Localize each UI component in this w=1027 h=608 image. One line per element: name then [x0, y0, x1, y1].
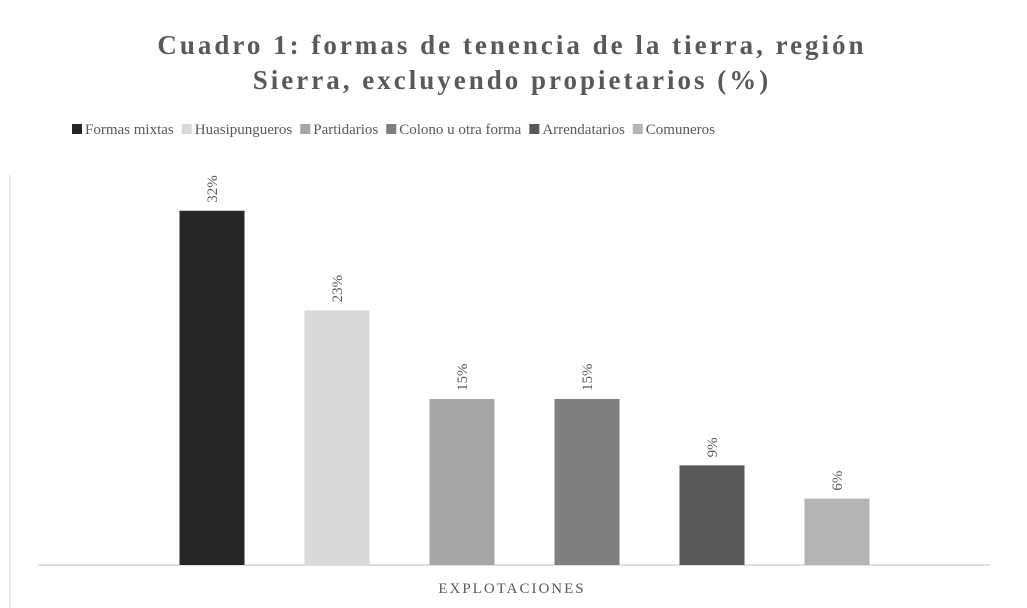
bar — [304, 310, 370, 565]
chart-title: Sierra, excluyendo propietarios (%) — [253, 65, 771, 95]
data-label: 23% — [330, 275, 346, 303]
legend-swatch — [181, 124, 192, 134]
chart-title: Cuadro 1: formas de tenencia de la tierr… — [157, 30, 866, 60]
bar — [429, 398, 495, 565]
legend-label: Huasipungueros — [195, 122, 293, 138]
legend-swatch — [386, 124, 397, 134]
legend-label: Partidarios — [313, 122, 378, 138]
data-label: 9% — [705, 437, 721, 457]
legend-label: Formas mixtas — [85, 122, 174, 138]
bar — [804, 498, 870, 565]
legend-label: Comuneros — [646, 122, 715, 138]
legend-label: Arrendatarios — [542, 122, 625, 138]
bar — [554, 398, 620, 565]
data-label: 6% — [830, 471, 846, 491]
data-label: 15% — [455, 363, 471, 391]
legend-swatch — [300, 124, 311, 134]
legend-swatch — [72, 124, 82, 134]
data-label: 32% — [205, 175, 221, 203]
legend-label: Colono u otra forma — [399, 122, 521, 138]
bar — [679, 465, 745, 565]
legend-swatch — [529, 124, 540, 134]
x-axis-label: EXPLOTACIONES — [438, 581, 585, 597]
bar — [179, 210, 245, 565]
data-label: 15% — [580, 363, 596, 391]
legend-swatch — [632, 124, 643, 134]
